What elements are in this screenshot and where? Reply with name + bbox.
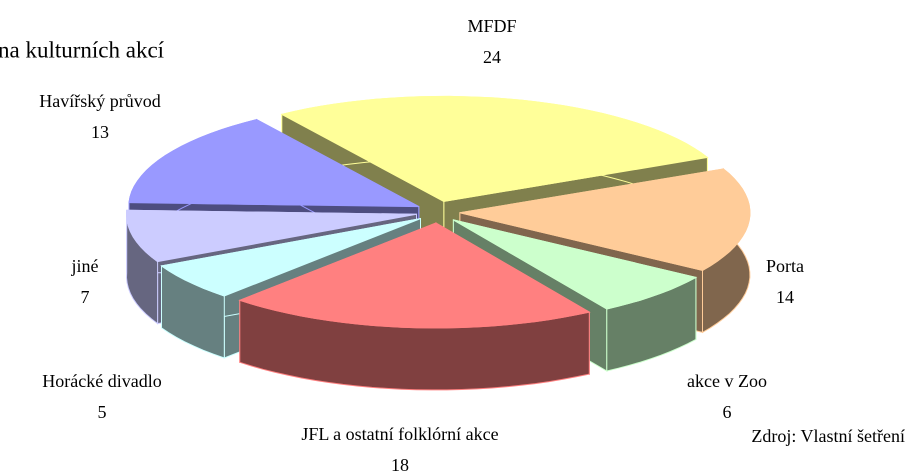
slice-label: MFDF	[467, 16, 516, 36]
slice-value: 7	[81, 287, 90, 307]
slice-top	[280, 95, 709, 202]
slice-top	[125, 209, 417, 263]
source-note: Zdroj: Vlastní šetření	[751, 426, 905, 446]
slice-value: 18	[391, 455, 409, 475]
slice-top	[453, 219, 698, 310]
slice-label: Horácké divadlo	[42, 371, 161, 391]
slice-label: Porta	[766, 256, 804, 276]
slice-value: 24	[483, 47, 501, 67]
slice-value: 6	[723, 402, 732, 422]
slice-value: 13	[91, 122, 109, 142]
slice-label: akce v Zoo	[687, 371, 767, 391]
slice-value: 14	[776, 287, 794, 307]
slice-top	[238, 222, 591, 329]
chart-title: na kulturních akcí	[0, 37, 165, 62]
slice-top	[128, 119, 420, 208]
pie-slice	[238, 222, 591, 391]
slice-label: Havířský průvod	[39, 91, 160, 111]
slice-top	[160, 218, 421, 297]
slice-top	[459, 168, 751, 271]
slice-label: jiné	[71, 256, 99, 276]
slice-label: JFL a ostatní folklórní akce	[301, 424, 498, 444]
slice-value: 5	[98, 402, 107, 422]
